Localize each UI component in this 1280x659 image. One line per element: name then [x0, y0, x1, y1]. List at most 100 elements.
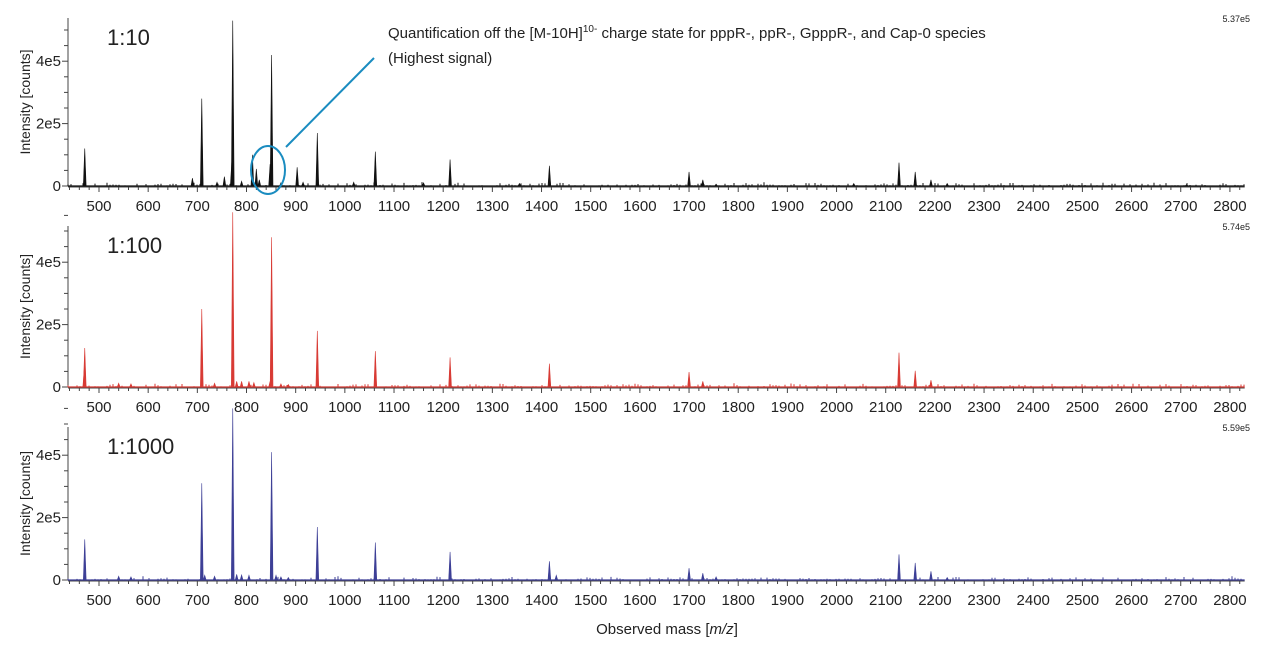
spectrum-peak	[190, 178, 195, 187]
spectrum-peak	[269, 452, 274, 581]
spectrum-peak	[239, 573, 244, 581]
x-tick-label: 2200	[918, 198, 951, 215]
x-tick-label: 2100	[869, 592, 902, 609]
x-tick-label: 900	[283, 198, 308, 215]
spectrum-peak	[212, 382, 217, 388]
x-tick-label: 2000	[820, 399, 853, 416]
x-tick-label: 2300	[967, 198, 1000, 215]
x-tick-label: 1400	[525, 592, 558, 609]
x-tick-label: 1400	[525, 399, 558, 416]
spectrum-peak	[897, 554, 901, 581]
y-axis-label: Intensity [counts]	[17, 451, 33, 556]
spectrum-peak	[247, 574, 251, 581]
spectrum-peak	[315, 526, 320, 581]
x-tick-label: 1500	[574, 198, 607, 215]
max-intensity-label: 5.74e5	[1222, 222, 1250, 232]
y-axis-label: Intensity [counts]	[17, 49, 33, 154]
spectrum-peak	[517, 182, 522, 187]
spectrum-peak	[252, 381, 256, 388]
x-tick-label: 1200	[427, 399, 460, 416]
annotation-leader-line	[285, 57, 375, 148]
x-tick-label: 1600	[623, 399, 656, 416]
spectrum-peak	[269, 237, 274, 388]
spectrum-peak	[701, 381, 705, 388]
spectrum-peak	[200, 308, 204, 388]
x-tick-label: 2100	[869, 198, 902, 215]
spectrum-peak	[687, 171, 691, 187]
x-tick-label: 500	[86, 592, 111, 609]
x-tick-label: 2000	[820, 198, 853, 215]
spectrum-peak	[913, 370, 917, 388]
x-tick-label: 2700	[1164, 198, 1197, 215]
x-tick-label: 2800	[1213, 399, 1246, 416]
x-tick-label: 2600	[1115, 198, 1148, 215]
x-tick-label: 1000	[328, 399, 361, 416]
x-tick-label: 1300	[476, 198, 509, 215]
spectrum-peak	[929, 179, 933, 187]
spectrum-peak	[129, 576, 133, 581]
spectrum-peak	[554, 574, 559, 581]
spectrum-peak	[231, 408, 235, 581]
x-tick-label: 600	[136, 592, 161, 609]
x-tick-label: 2400	[1017, 198, 1050, 215]
spectrum-peak	[851, 182, 856, 187]
x-tick-label: 2400	[1017, 592, 1050, 609]
x-tick-label: 1600	[623, 592, 656, 609]
x-tick-label: 500	[86, 198, 111, 215]
spectrum-peak	[547, 363, 552, 388]
x-tick-label: 2500	[1066, 399, 1099, 416]
x-tick-label: 700	[185, 592, 210, 609]
dilution-label: 1:100	[107, 233, 162, 258]
annotation: Quantification off the [M-10H]10- charge…	[250, 24, 986, 195]
spectrum-peak	[448, 159, 452, 187]
x-tick-label: 2500	[1066, 592, 1099, 609]
spectrum-peak	[301, 181, 305, 187]
y-tick-label: 4e5	[36, 254, 61, 271]
spectrum-peak	[714, 183, 719, 187]
dilution-label: 1:1000	[107, 434, 174, 459]
spectrum-peak	[202, 574, 207, 581]
y-tick-label: 0	[53, 572, 61, 589]
x-tick-label: 1300	[476, 399, 509, 416]
y-tick-label: 2e5	[36, 317, 61, 334]
spectrum-peak	[1184, 183, 1189, 187]
spectrum-panel-1-100: 0 2e5 4e5 500 600 700 800 900 1000 1100 1200 1300 14…	[17, 212, 1250, 416]
x-tick-label: 800	[234, 399, 259, 416]
spectrum-peak	[234, 381, 239, 388]
x-tick-label: 2200	[918, 399, 951, 416]
x-tick-label: 1800	[722, 592, 755, 609]
x-tick-label: 1100	[378, 592, 410, 609]
x-tick-label: 600	[136, 399, 161, 416]
x-tick-label: 1700	[672, 198, 705, 215]
spectrum-peak	[295, 167, 299, 187]
x-axis-label: Observed mass [m/z]	[596, 621, 738, 638]
spectrum-peak	[129, 383, 133, 388]
x-tick-label: 2600	[1115, 399, 1148, 416]
x-tick-label: 1700	[672, 399, 705, 416]
spectrum-peak	[116, 382, 121, 388]
x-tick-label: 700	[185, 198, 210, 215]
spectrum-panel-1-10: 0 2e5 4e5 500 600 700 800 900 1000 1100 1200 1300 14…	[17, 14, 1250, 215]
spectrum-peak	[547, 165, 552, 187]
spectrum-peak	[701, 179, 705, 187]
dilution-label: 1:10	[107, 25, 150, 50]
x-tick-label: 1200	[427, 198, 460, 215]
spectrum-peak	[200, 483, 204, 581]
spectrum-peak	[897, 352, 901, 388]
x-tick-label: 2000	[820, 592, 853, 609]
spectrum-peak	[687, 568, 691, 581]
spectrum-peak	[687, 371, 691, 388]
spectrum-peak	[279, 576, 283, 581]
spectrum-peak	[254, 168, 259, 187]
spectrum-peak	[269, 54, 274, 187]
x-tick-label: 1000	[328, 198, 361, 215]
x-tick-label: 2300	[967, 399, 1000, 416]
spectrum-peak	[247, 381, 251, 388]
spectrum-peak	[351, 181, 356, 187]
annotation-text-line1: Quantification off the [M-10H]10- charge…	[388, 24, 986, 42]
y-tick-label: 4e5	[36, 53, 61, 70]
spectrum-peak	[448, 551, 452, 581]
spectrum-peak	[231, 212, 235, 388]
spectrum-peak	[222, 176, 227, 187]
